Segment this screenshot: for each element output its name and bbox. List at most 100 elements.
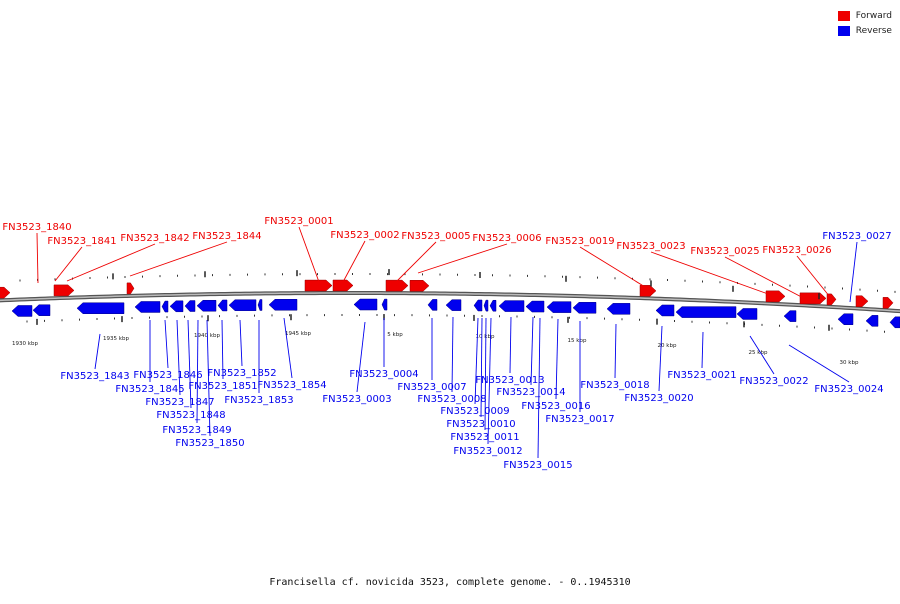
gene-label: FN3523_0016 — [521, 401, 590, 412]
legend-item-reverse: Reverse — [837, 23, 892, 38]
leader-line — [796, 255, 835, 303]
scale-label: 25 kbp — [749, 350, 768, 356]
legend-item-forward: Forward — [837, 8, 892, 23]
leader-line — [396, 241, 437, 282]
reverse-gene-28 — [837, 313, 854, 325]
reverse-gene-25 — [675, 306, 737, 318]
leader-line — [206, 319, 211, 437]
gene-label: FN3523_1846 — [133, 370, 202, 381]
scale-label: 15 kbp — [568, 338, 587, 344]
legend-label-forward: Forward — [855, 10, 892, 21]
gene-label: FN3523_1853 — [224, 395, 293, 406]
forward-gene-7 — [639, 285, 657, 297]
leader-line — [724, 256, 814, 304]
scale-label: 1930 kbp — [12, 341, 38, 347]
gene-label: FN3523_0003 — [322, 394, 391, 405]
leader-line — [356, 321, 366, 393]
gene-label: FN3523_0017 — [545, 414, 614, 425]
gene-label: FN3523_0013 — [475, 375, 544, 386]
legend-swatch-reverse — [837, 25, 850, 36]
gene-label: FN3523_0023 — [616, 241, 685, 252]
reverse-gene-17 — [483, 299, 489, 312]
reverse-gene-26 — [736, 308, 758, 320]
gene-label: FN3523_1850 — [175, 438, 244, 449]
leader-line — [474, 317, 479, 405]
gene-label: FN3523_1844 — [192, 231, 261, 242]
gene-label: FN3523_0005 — [401, 231, 470, 242]
leader-line — [658, 325, 663, 392]
reverse-gene-22 — [572, 302, 597, 314]
leader-line — [196, 319, 199, 424]
gene-label: FN3523_0006 — [472, 233, 541, 244]
forward-gene-3 — [304, 279, 333, 292]
gene-label: FN3523_1852 — [207, 368, 276, 379]
reverse-gene-15 — [445, 299, 462, 311]
leader-line — [342, 240, 366, 283]
gene-label: FN3523_1843 — [60, 371, 129, 382]
reverse-gene-12 — [353, 298, 378, 311]
forward-gene-0 — [0, 286, 11, 299]
leader-line — [239, 319, 243, 367]
gene-label: FN3523_0025 — [690, 246, 759, 257]
leader-line — [480, 317, 483, 418]
leader-line — [509, 316, 512, 374]
reverse-gene-6 — [184, 300, 196, 312]
gene-label: FN3523_1851 — [188, 381, 257, 392]
gene-label: FN3523_0021 — [667, 370, 736, 381]
reverse-gene-13 — [381, 298, 388, 311]
scale-label: 30 kbp — [840, 360, 859, 366]
reverse-gene-21 — [546, 301, 572, 313]
leader-line — [849, 241, 858, 303]
gene-label: FN3523_1849 — [162, 425, 231, 436]
scale-label: 1945 kbp — [285, 331, 311, 337]
leader-line — [451, 316, 454, 393]
gene-label: FN3523_0010 — [446, 419, 515, 430]
leader-line — [298, 226, 320, 283]
leader-line — [187, 319, 192, 409]
reverse-gene-9 — [228, 299, 257, 311]
gene-label: FN3523_0001 — [264, 216, 333, 227]
leader-line — [530, 316, 534, 386]
leader-line — [36, 232, 39, 284]
genome-caption: Francisella cf. novicida 3523, complete … — [269, 577, 631, 588]
leader-line — [579, 246, 651, 291]
forward-gene-2 — [126, 282, 135, 295]
forward-gene-1 — [53, 284, 75, 297]
gene-label: FN3523_0018 — [580, 380, 649, 391]
gene-label: FN3523_1845 — [115, 384, 184, 395]
gene-label: FN3523_0019 — [545, 236, 614, 247]
gene-label: FN3523_1854 — [257, 380, 326, 391]
gene-label: FN3523_0024 — [814, 384, 883, 395]
forward-gene-4 — [332, 279, 354, 292]
reverse-gene-24 — [655, 304, 675, 317]
forward-gene-5 — [385, 279, 409, 292]
gene-label: FN3523_0008 — [417, 394, 486, 405]
leader-line — [54, 246, 83, 282]
scale-label: 20 kbp — [658, 343, 677, 349]
gene-label: FN3523_0011 — [450, 432, 519, 443]
scale-label: 1935 kbp — [103, 336, 129, 342]
leader-line — [66, 243, 156, 282]
reverse-gene-11 — [268, 299, 298, 311]
legend-label-reverse: Reverse — [855, 25, 892, 36]
leader-line — [555, 318, 559, 400]
leader-line — [129, 241, 228, 277]
leader-line — [788, 344, 850, 383]
reverse-gene-2 — [76, 302, 125, 314]
reverse-gene-18 — [489, 299, 497, 312]
reverse-gene-0 — [11, 305, 33, 317]
leader-line — [176, 319, 181, 396]
forward-gene-11 — [855, 295, 869, 307]
reverse-gene-5 — [169, 300, 184, 313]
scale-label: 10 kbp — [476, 334, 495, 340]
leader-line — [701, 331, 704, 369]
reverse-gene-1 — [32, 304, 51, 316]
scale-label: 5 kbp — [387, 332, 403, 338]
leader-line — [417, 243, 508, 274]
gene-label: FN3523_0002 — [330, 230, 399, 241]
gene-label: FN3523_1841 — [47, 236, 116, 247]
gene-label: FN3523_0004 — [349, 369, 418, 380]
forward-gene-12 — [882, 297, 894, 309]
